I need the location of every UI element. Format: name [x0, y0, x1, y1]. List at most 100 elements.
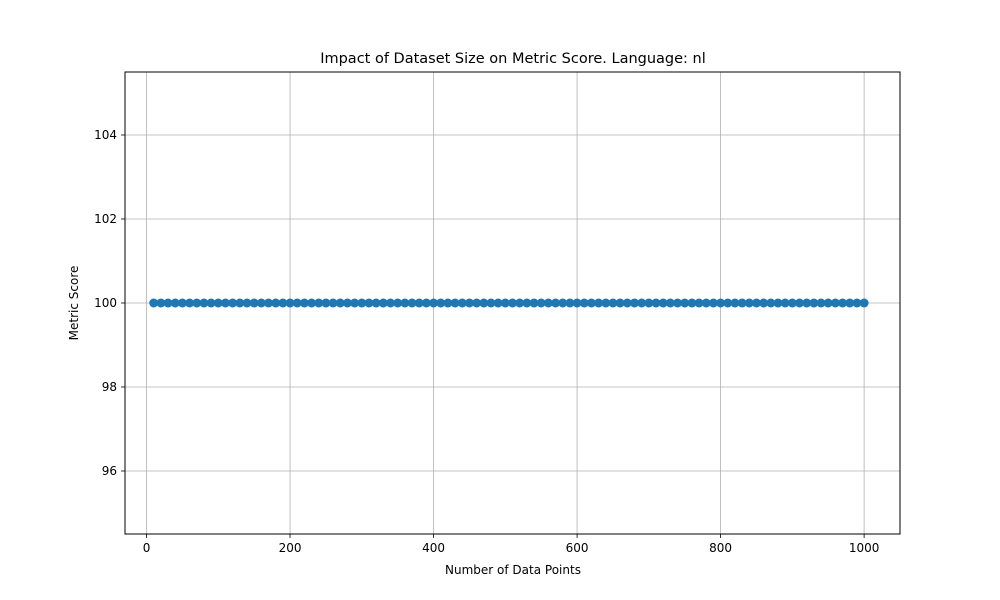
data-point — [859, 298, 869, 308]
y-tick-label: 100 — [94, 296, 117, 310]
data-point — [436, 298, 446, 308]
data-point — [651, 298, 661, 308]
data-point — [256, 298, 266, 308]
data-point — [321, 298, 331, 308]
data-point — [522, 298, 532, 308]
data-point — [206, 298, 216, 308]
data-point — [572, 298, 582, 308]
data-point — [787, 298, 797, 308]
data-point — [687, 298, 697, 308]
data-point — [242, 298, 252, 308]
data-point — [608, 298, 618, 308]
data-point — [637, 298, 647, 308]
data-point — [407, 298, 417, 308]
data-point — [536, 298, 546, 308]
data-point — [809, 298, 819, 308]
data-point — [429, 298, 439, 308]
data-point — [328, 298, 338, 308]
data-point — [163, 298, 173, 308]
data-point — [307, 298, 317, 308]
data-point — [543, 298, 553, 308]
data-point — [220, 298, 230, 308]
data-point — [773, 298, 783, 308]
data-point — [852, 298, 862, 308]
data-point — [723, 298, 733, 308]
data-point — [622, 298, 632, 308]
y-axis: 96 98 100 102 104 — [94, 128, 125, 478]
data-point — [508, 298, 517, 308]
data-point — [479, 298, 489, 308]
data-point — [364, 298, 374, 308]
data-point — [170, 298, 180, 308]
data-point — [737, 298, 747, 308]
data-point — [529, 298, 539, 308]
y-tick-label: 96 — [102, 464, 117, 478]
x-axis: 0 200 400 600 800 1000 — [143, 534, 879, 555]
data-point — [185, 298, 195, 308]
data-point — [601, 298, 611, 308]
data-point — [701, 298, 711, 308]
data-point — [271, 298, 281, 308]
data-point — [292, 298, 302, 308]
data-point — [335, 298, 345, 308]
data-point — [457, 298, 467, 308]
data-point — [464, 298, 474, 308]
data-point — [314, 298, 324, 308]
x-axis-title: Number of Data Points — [445, 563, 581, 577]
data-point — [558, 298, 568, 308]
data-point — [414, 298, 424, 308]
data-point — [500, 298, 510, 308]
data-point — [716, 298, 726, 308]
data-point — [515, 298, 525, 308]
data-point — [673, 298, 683, 308]
data-point — [486, 298, 496, 308]
data-point — [766, 298, 776, 308]
data-point — [386, 298, 396, 308]
data-point — [264, 298, 274, 308]
data-point — [795, 298, 805, 308]
x-tick-label: 800 — [709, 541, 732, 555]
data-point — [838, 298, 848, 308]
data-point — [780, 298, 790, 308]
data-point — [759, 298, 769, 308]
data-point — [680, 298, 690, 308]
data-point — [285, 298, 295, 308]
data-point — [665, 298, 675, 308]
data-point — [213, 298, 223, 308]
data-point — [235, 298, 245, 308]
data-point — [644, 298, 654, 308]
data-point — [493, 298, 503, 308]
data-point — [199, 298, 209, 308]
data-point — [472, 298, 482, 308]
data-point — [249, 298, 259, 308]
y-tick-label: 102 — [94, 212, 117, 226]
data-point — [629, 298, 639, 308]
data-point — [658, 298, 668, 308]
data-point — [156, 298, 166, 308]
data-point — [551, 298, 561, 308]
data-point — [400, 298, 410, 308]
x-tick-label: 400 — [422, 541, 445, 555]
data-point — [751, 298, 761, 308]
data-point — [615, 298, 625, 308]
data-point — [421, 298, 431, 308]
data-point — [177, 298, 187, 308]
data-point — [393, 298, 403, 308]
data-point — [845, 298, 855, 308]
data-point — [342, 298, 352, 308]
data-point — [443, 298, 453, 308]
chart-title: Impact of Dataset Size on Metric Score. … — [320, 51, 706, 67]
data-point — [730, 298, 740, 308]
data-point — [694, 298, 704, 308]
series — [149, 298, 869, 308]
data-point — [708, 298, 718, 308]
y-axis-title: Metric Score — [67, 266, 81, 341]
data-point — [192, 298, 202, 308]
data-point — [816, 298, 826, 308]
data-point — [830, 298, 840, 308]
data-point — [371, 298, 381, 308]
data-point — [228, 298, 238, 308]
data-point — [350, 298, 360, 308]
data-point — [299, 298, 309, 308]
